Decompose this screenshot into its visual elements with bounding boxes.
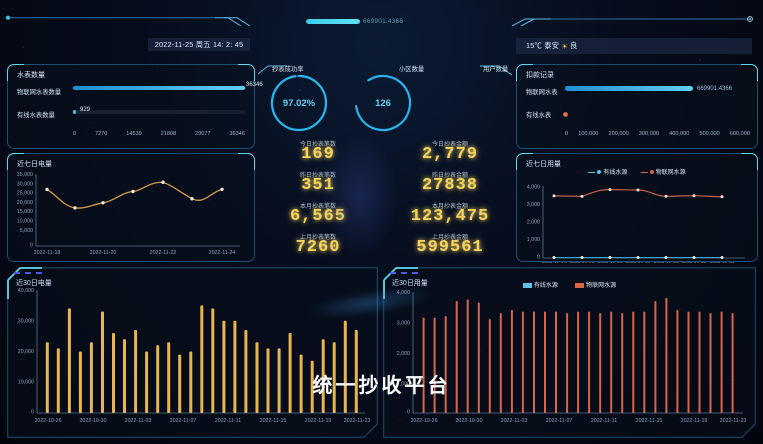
svg-text:35,000: 35,000 <box>17 172 33 178</box>
svg-text:2022-11-07: 2022-11-07 <box>170 418 197 424</box>
svg-text:2,000: 2,000 <box>527 220 540 226</box>
svg-text:2022-11-19: 2022-11-19 <box>305 418 332 424</box>
svg-text:2022-11-22: 2022-11-22 <box>653 262 678 263</box>
svg-text:10,000: 10,000 <box>17 219 33 225</box>
svg-text:1,000: 1,000 <box>527 237 540 243</box>
svg-text:3,000: 3,000 <box>397 321 410 327</box>
svg-text:2022-11-15: 2022-11-15 <box>260 418 287 424</box>
svg-text:2022-11-19: 2022-11-19 <box>681 418 708 424</box>
svg-text:2022-11-24: 2022-11-24 <box>209 250 236 256</box>
svg-text:2022-10-30: 2022-10-30 <box>79 418 106 424</box>
svg-text:97.02%: 97.02% <box>282 98 315 109</box>
svg-text:2022-11-23: 2022-11-23 <box>681 262 706 263</box>
svg-text:20,000: 20,000 <box>17 200 33 206</box>
svg-text:2022-11-24: 2022-11-24 <box>709 262 734 263</box>
svg-text:2022-11-03: 2022-11-03 <box>125 418 152 424</box>
svg-text:2022-11-20: 2022-11-20 <box>90 250 117 256</box>
svg-text:2022-11-23: 2022-11-23 <box>720 418 747 424</box>
svg-text:2022-11-21: 2022-11-21 <box>625 262 650 263</box>
svg-text:2022-11-22: 2022-11-22 <box>150 250 177 256</box>
svg-text:2022-11-20: 2022-11-20 <box>597 262 622 263</box>
svg-text:2022-11-07: 2022-11-07 <box>546 418 573 424</box>
svg-text:25,000: 25,000 <box>17 191 33 197</box>
svg-text:2022-10-26: 2022-10-26 <box>34 418 61 424</box>
svg-text:3,000: 3,000 <box>527 202 540 208</box>
svg-text:0: 0 <box>31 410 34 416</box>
svg-text:126: 126 <box>375 98 391 109</box>
svg-text:2022-11-18: 2022-11-18 <box>34 250 61 256</box>
svg-text:30,000: 30,000 <box>18 319 34 325</box>
svg-text:2022-10-26: 2022-10-26 <box>410 418 437 424</box>
svg-text:2,000: 2,000 <box>397 351 410 357</box>
svg-text:20,000: 20,000 <box>18 349 34 355</box>
svg-text:5,000: 5,000 <box>20 228 33 234</box>
svg-text:2022-11-19: 2022-11-19 <box>569 262 594 263</box>
svg-text:2022-11-15: 2022-11-15 <box>636 418 663 424</box>
svg-text:2022-11-11: 2022-11-11 <box>215 418 241 424</box>
svg-text:2022-11-23: 2022-11-23 <box>344 418 371 424</box>
svg-text:0: 0 <box>407 410 410 416</box>
svg-text:2022-11-03: 2022-11-03 <box>501 418 528 424</box>
svg-text:0: 0 <box>30 243 33 249</box>
svg-text:2022-11-11: 2022-11-11 <box>591 418 617 424</box>
svg-text:2022-11-18: 2022-11-18 <box>541 262 566 263</box>
svg-text:0: 0 <box>537 255 540 261</box>
svg-text:4,000: 4,000 <box>527 185 540 191</box>
svg-text:15,000: 15,000 <box>17 209 33 215</box>
svg-text:40,000: 40,000 <box>18 288 34 294</box>
svg-text:2022-10-30: 2022-10-30 <box>455 418 482 424</box>
svg-text:30,000: 30,000 <box>17 181 33 187</box>
svg-text:4,000: 4,000 <box>397 290 410 296</box>
